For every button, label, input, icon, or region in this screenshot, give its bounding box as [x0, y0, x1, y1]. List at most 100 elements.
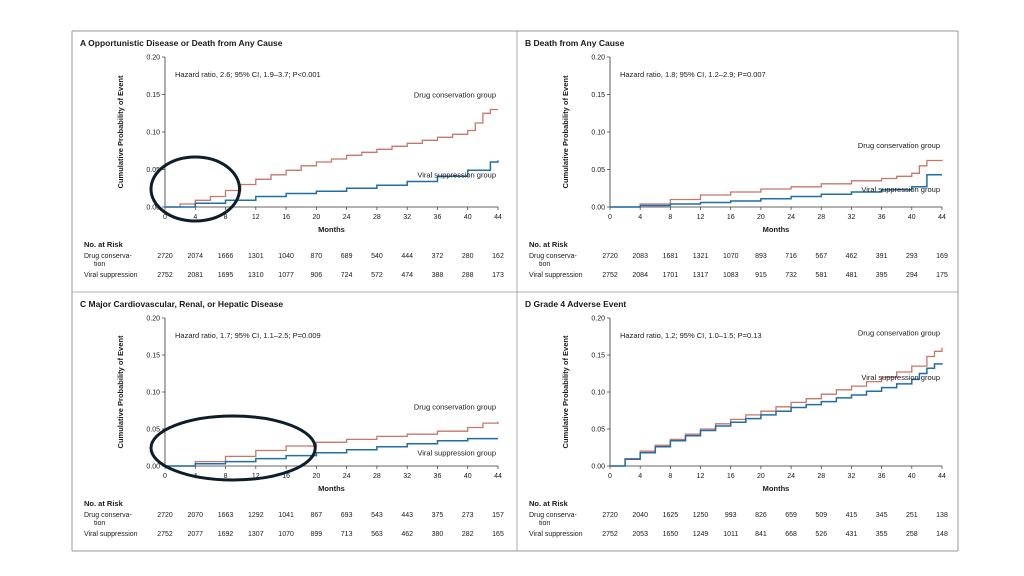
panel-d-risk-drug-value: 345 [876, 512, 888, 519]
panel-b-risk-drug-value: 893 [755, 253, 767, 260]
panel-a-risk-drug-value: 162 [492, 253, 504, 260]
panel-a-risk-label-drug-cont: tion [94, 261, 105, 268]
panel-c-risk-viral-value: 2077 [187, 531, 203, 538]
panel-c-risk-label-drug-cont: tion [94, 520, 105, 527]
panel-b-y-tick-label: 0.20 [591, 55, 605, 62]
panel-b-y-tick-label: 0.10 [591, 130, 605, 137]
panel-c-risk-label-viral: Viral suppression [84, 531, 138, 538]
panel-a-risk-drug-value: 2074 [187, 253, 203, 260]
panel-a-risk-drug-value: 1040 [278, 253, 294, 260]
panel-c-risk-label-drug: Drug conserva- [84, 512, 133, 519]
panel-b-x-tick-label: 4 [638, 214, 642, 221]
panel-d-risk-drug-value: 509 [815, 512, 827, 519]
panel-c-risk-drug-value: 867 [311, 512, 323, 519]
panel-a-y-tick-label: 0.05 [146, 167, 160, 174]
panel-b-risk-viral-value: 1317 [693, 272, 709, 279]
panel-d-viral-suppression-label: Viral suppression group [861, 373, 940, 382]
panel-a-risk-viral-value: 1695 [218, 272, 234, 279]
panel-d-x-tick-label: 40 [908, 473, 916, 480]
panel-b-x-tick-label: 12 [697, 214, 705, 221]
panel-d-risk-viral-value: 526 [815, 531, 827, 538]
panel-c-x-tick-label: 16 [282, 473, 290, 480]
panel-c-risk-drug-value: 1041 [278, 512, 294, 519]
panel-a-risk-viral-value: 288 [462, 272, 474, 279]
panel-b-x-tick-label: 28 [817, 214, 825, 221]
panel-c-risk-viral-value: 899 [311, 531, 323, 538]
panel-b-risk-viral-value: 915 [755, 272, 767, 279]
panel-a-risk-drug-value: 689 [341, 253, 353, 260]
panel-c-risk-drug-value: 543 [371, 512, 383, 519]
panel-b-risk-drug-value: 716 [785, 253, 797, 260]
panel-b-drug-conservation-label: Drug conservation group [858, 141, 940, 150]
panel-b-risk-viral-value: 1083 [723, 272, 739, 279]
panel-d-risk-viral-value: 148 [936, 531, 948, 538]
panel-c-risk-drug-value: 1292 [248, 512, 264, 519]
panel-d-risk-viral-value: 431 [846, 531, 858, 538]
panel-d-risk-drug-value: 415 [846, 512, 858, 519]
panel-c-risk-drug-value: 2070 [187, 512, 203, 519]
panel-c-x-tick-label: 44 [494, 473, 502, 480]
panel-d-x-tick-label: 8 [668, 473, 672, 480]
panel-c-x-tick-label: 12 [252, 473, 260, 480]
panel-c-risk-viral-value: 2752 [157, 531, 173, 538]
panel-d-risk-label-drug: Drug conserva- [529, 512, 578, 519]
panel-d-risk-drug-value: 2040 [632, 512, 648, 519]
panel-a-hazard-ratio: Hazard ratio, 2.6; 95% CI, 1.9–3.7; P<0.… [175, 70, 321, 79]
panel-b-x-tick-label: 20 [757, 214, 765, 221]
panel-b-risk-drug-value: 1321 [693, 253, 709, 260]
panel-a-risk-viral-value: 572 [371, 272, 383, 279]
panel-b-title: B Death from Any Cause [525, 38, 625, 48]
panel-a-risk-heading: No. at Risk [84, 240, 124, 249]
panel-a-x-tick-label: 44 [494, 214, 502, 221]
panel-b-risk-viral-value: 481 [846, 272, 858, 279]
panel-c-risk-drug-value: 443 [401, 512, 413, 519]
panel-a-risk-viral-value: 1077 [278, 272, 294, 279]
panel-c-x-tick-label: 40 [464, 473, 472, 480]
panel-c-risk-heading: No. at Risk [84, 499, 124, 508]
panel-b-risk-viral-value: 2752 [602, 272, 618, 279]
panel-b-x-tick-label: 36 [878, 214, 886, 221]
panel-b-risk-drug-value: 462 [846, 253, 858, 260]
panel-d-risk-viral-value: 1249 [693, 531, 709, 538]
panel-c-x-tick-label: 8 [224, 473, 228, 480]
panel-d-risk-viral-value: 1011 [723, 531, 738, 538]
panel-c-risk-viral-value: 282 [462, 531, 474, 538]
panel-b-risk-heading: No. at Risk [529, 240, 569, 249]
panel-a-x-tick-label: 0 [163, 214, 167, 221]
panel-d-x-tick-label: 32 [848, 473, 856, 480]
panel-c-x-tick-label: 24 [343, 473, 351, 480]
panel-c-risk-viral-value: 563 [371, 531, 383, 538]
panel-b-risk-drug-value: 1681 [663, 253, 679, 260]
panel-b-risk-drug-value: 391 [876, 253, 888, 260]
panel-c-risk-viral-value: 713 [341, 531, 353, 538]
panel-b-risk-label-drug-cont: tion [539, 261, 550, 268]
panel-d-y-tick-label: 0.10 [591, 390, 605, 397]
panel-c-y-tick-label: 0.05 [146, 427, 160, 434]
panel-c-viral-suppression-curve [165, 437, 498, 467]
panel-d-x-tick-label: 0 [608, 473, 612, 480]
panel-a-risk-viral-value: 724 [341, 272, 353, 279]
panel-b-x-tick-label: 0 [608, 214, 612, 221]
panel-d-risk-viral-value: 355 [876, 531, 888, 538]
panel-d-x-tick-label: 44 [938, 473, 946, 480]
panel-c-risk-drug-value: 2720 [157, 512, 173, 519]
panel-a-x-tick-label: 12 [252, 214, 260, 221]
panel-b-risk-drug-value: 2720 [602, 253, 618, 260]
panel-d-y-tick-label: 0.05 [591, 427, 605, 434]
panel-c-risk-viral-value: 380 [432, 531, 444, 538]
panel-d-risk-viral-value: 2053 [632, 531, 648, 538]
panel-d-hazard-ratio: Hazard ratio, 1.2; 95% CI, 1.0–1.5; P=0.… [620, 331, 762, 340]
panel-b-risk-drug-value: 293 [906, 253, 918, 260]
panel-a-risk-viral-value: 2752 [157, 272, 173, 279]
panel-c-x-tick-label: 20 [312, 473, 320, 480]
panel-b-viral-suppression-label: Viral suppression group [861, 185, 940, 194]
panel-a-viral-suppression-curve [165, 160, 499, 208]
panel-c-risk-drug-value: 375 [432, 512, 444, 519]
panel-c-risk-viral-value: 165 [492, 531, 504, 538]
panel-b-x-tick-label: 44 [938, 214, 946, 221]
panel-a-x-tick-label: 36 [434, 214, 442, 221]
panel-d-risk-drug-value: 826 [755, 512, 767, 519]
panel-a-risk-viral-value: 173 [492, 272, 504, 279]
panel-d-y-axis-title: Cumulative Probability of Event [561, 335, 570, 448]
